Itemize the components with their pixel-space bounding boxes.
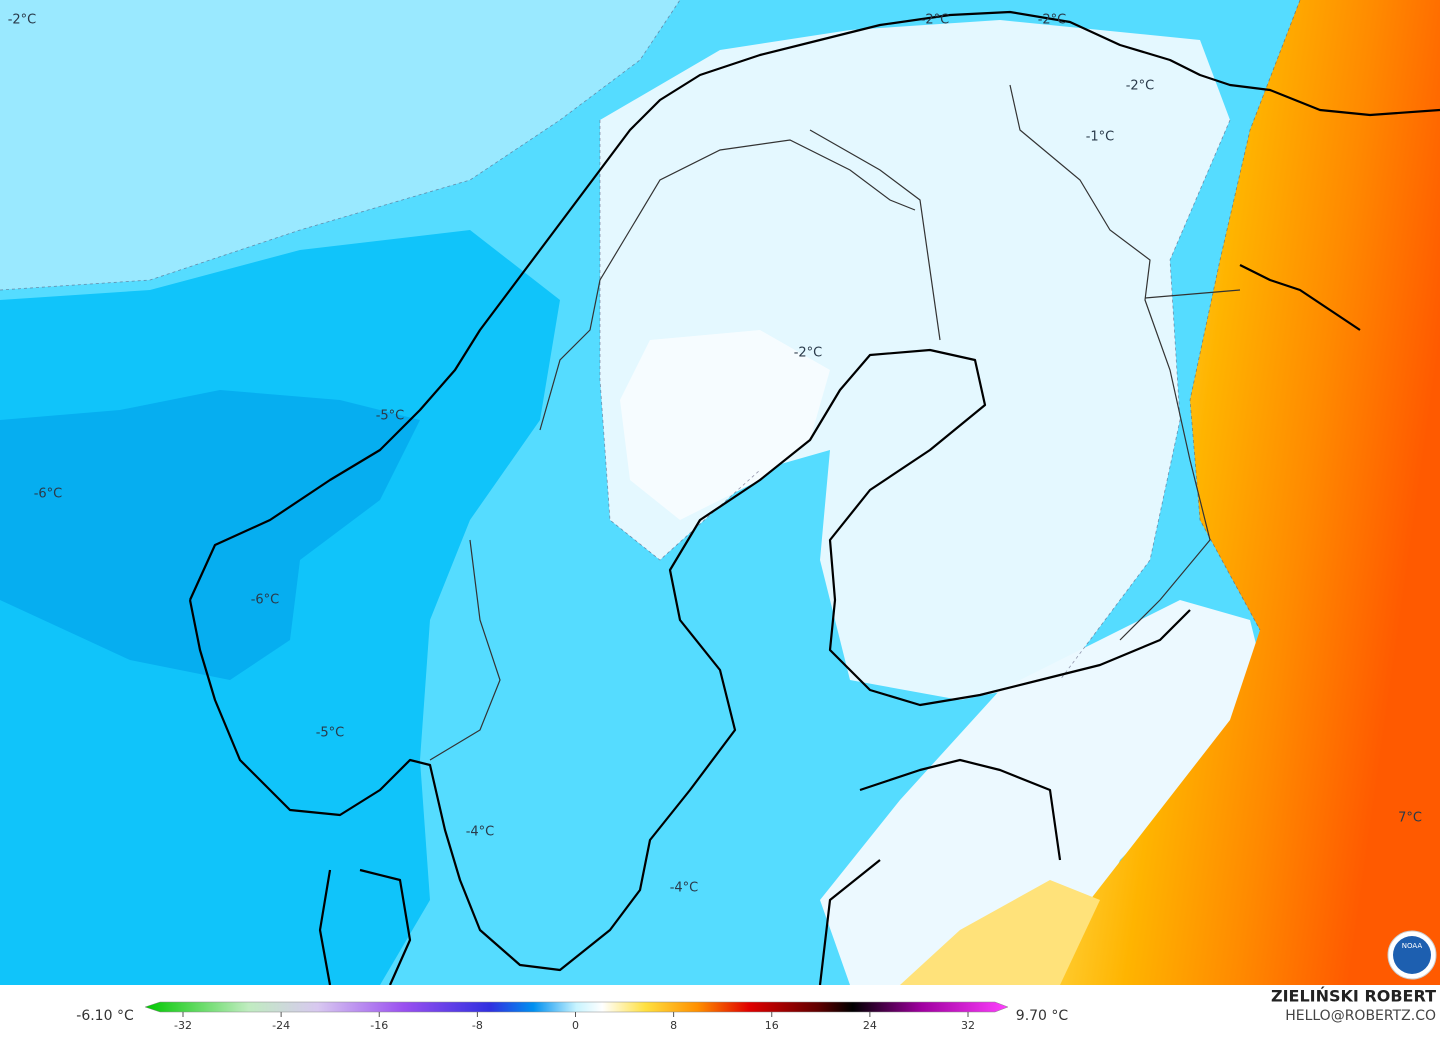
email: HELLO@ROBERTZ.CO [1285, 1008, 1436, 1024]
tick-label: -32 [174, 1019, 192, 1032]
tick-label: 0 [572, 1019, 579, 1032]
temperature-label: -5°C [376, 409, 405, 424]
tick-label: -8 [472, 1019, 483, 1032]
tick-label: 32 [961, 1019, 975, 1032]
temperature-label: -2°C [921, 13, 950, 28]
credits: ZIELIŃSKI ROBERT HELLO@ROBERTZ.CO NOAA [1271, 930, 1437, 1024]
temperature-label: -1°C [1086, 130, 1115, 145]
temperature-label: -5°C [316, 726, 345, 741]
logo-text: NOAA [1402, 942, 1423, 950]
min-value: -6.10 °C [76, 1008, 134, 1024]
temperature-label: 7°C [1398, 811, 1422, 826]
legend: -6.10 °C 9.70 °C -32 -24 -16 -8 0 8 16 24 32 [0, 985, 1440, 1035]
isotherms [0, 0, 1301, 681]
coastlines [188, 10, 1440, 986]
max-value: 9.70 °C [1016, 1008, 1069, 1024]
temperature-field [0, 0, 1440, 985]
logo-inner [1393, 936, 1431, 974]
temperature-label: -2°C [1038, 13, 1067, 28]
temperature-label: -4°C [670, 881, 699, 896]
author: ZIELIŃSKI ROBERT [1271, 987, 1436, 1006]
tick-label: -24 [272, 1019, 290, 1032]
color-scale [144, 1001, 1009, 1013]
temperature-label: -6°C [34, 487, 63, 502]
map-labels: -2°C -2°C -2°C -2°C -1°C -2°C -5°C -6°C -6°C -5°C… [8, 13, 1422, 896]
borders [429, 84, 1241, 761]
tick-label: -16 [370, 1019, 388, 1032]
temperature-label: -6°C [251, 593, 280, 608]
tick-label: 16 [765, 1019, 779, 1032]
tick-label: 8 [670, 1019, 677, 1032]
color-scale-ticks: -32 -24 -16 -8 0 8 16 24 32 [174, 1012, 975, 1032]
tick-label: 24 [863, 1019, 877, 1032]
temperature-label: -2°C [1126, 79, 1155, 94]
temperature-label: -4°C [466, 825, 495, 840]
temperature-label: -2°C [8, 13, 37, 28]
temperature-label: -2°C [794, 346, 823, 361]
